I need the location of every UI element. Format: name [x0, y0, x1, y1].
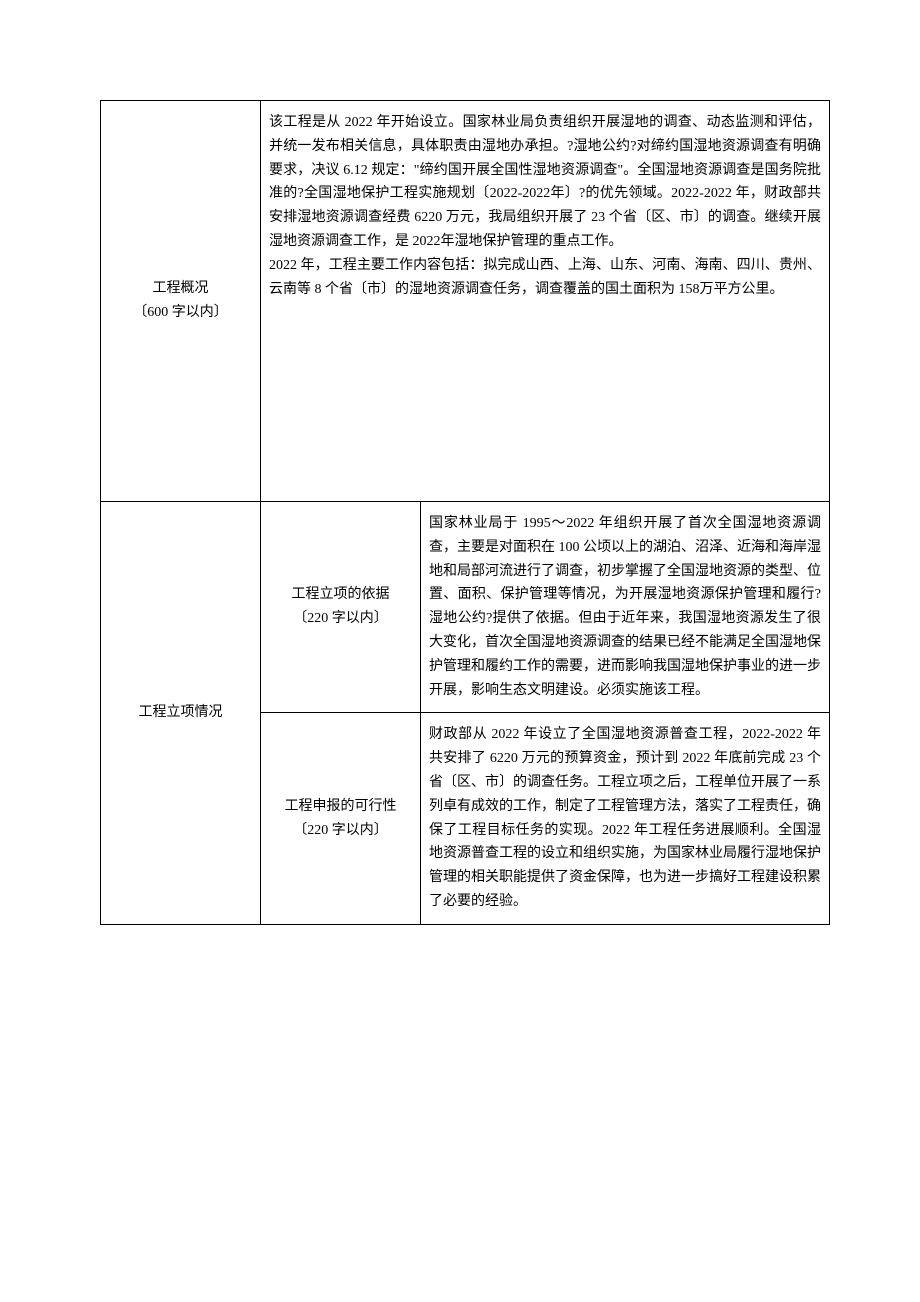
document-page: 工程概况〔600 字以内〕 该工程是从 2022 年开始设立。国家林业局负责组织…: [0, 0, 920, 1025]
basis-content: 国家林业局于 1995～2022 年组织开展了首次全国湿地资源调查，主要是对面积…: [421, 502, 830, 713]
sub-label-basis: 工程立项的依据〔220 字以内〕: [261, 502, 421, 713]
project-table: 工程概况〔600 字以内〕 该工程是从 2022 年开始设立。国家林业局负责组织…: [100, 100, 830, 925]
table-row: 工程概况〔600 字以内〕 该工程是从 2022 年开始设立。国家林业局负责组织…: [101, 101, 830, 502]
row-label-establishment: 工程立项情况: [101, 502, 261, 925]
feasibility-content: 财政部从 2022 年设立了全国湿地资源普查工程，2022-2022 年共安排了…: [421, 713, 830, 924]
overview-content: 该工程是从 2022 年开始设立。国家林业局负责组织开展湿地的调查、动态监测和评…: [261, 101, 830, 502]
table-row: 工程立项情况 工程立项的依据〔220 字以内〕 国家林业局于 1995～2022…: [101, 502, 830, 713]
sub-label-feasibility: 工程申报的可行性〔220 字以内〕: [261, 713, 421, 924]
row-label-overview: 工程概况〔600 字以内〕: [101, 101, 261, 502]
